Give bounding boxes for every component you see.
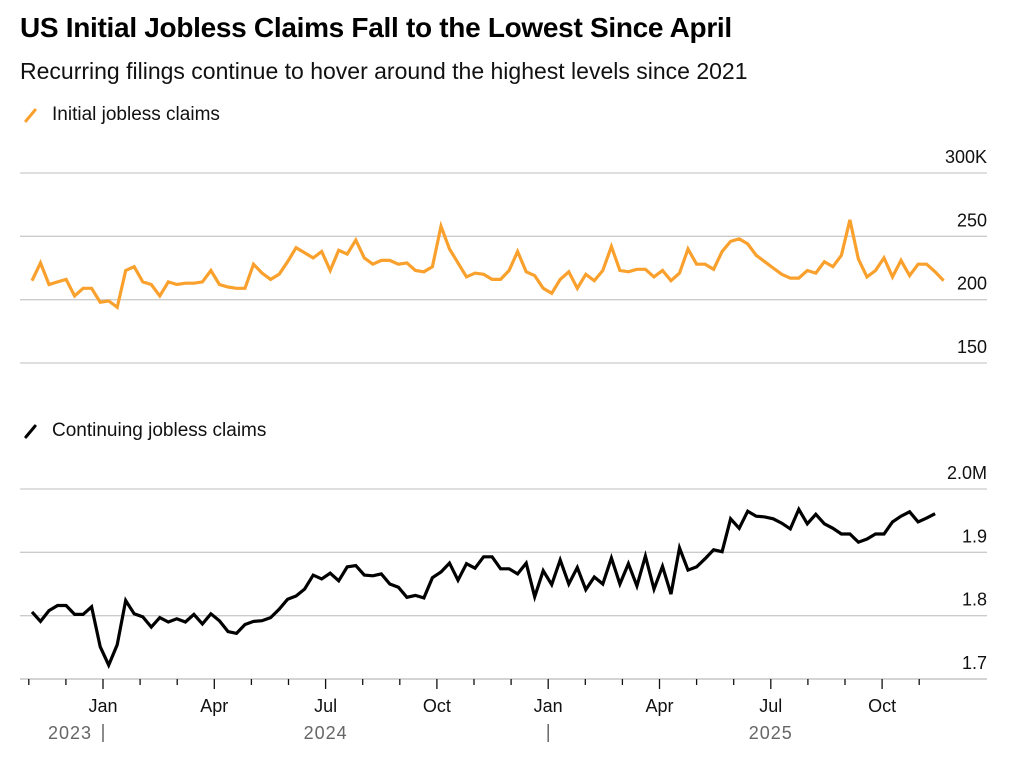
y-tick-label: 150 [957, 337, 987, 357]
y-tick-label: 1.8 [962, 590, 987, 610]
legend-continuing-claims: Continuing jobless claims [22, 420, 266, 442]
continuing-claims-line [30, 505, 936, 670]
x-tick-label: Apr [200, 696, 228, 716]
y-tick-label: 300K [945, 147, 987, 167]
x-tick-label: Jan [88, 696, 117, 716]
year-label: 2025 [749, 723, 793, 743]
initial-claims-panel: 150 200 250 300K [20, 147, 987, 364]
x-tick-label: Jul [314, 696, 337, 716]
chart-title: US Initial Jobless Claims Fall to the Lo… [20, 12, 732, 43]
y-tick-label: 2.0M [947, 463, 987, 483]
legend-label: Initial jobless claims [52, 104, 220, 125]
y-tick-label: 250 [957, 210, 987, 230]
chart-subtitle: Recurring filings continue to hover arou… [20, 58, 748, 84]
y-tick-label: 1.9 [962, 526, 987, 546]
x-tick-label: Oct [868, 696, 896, 716]
year-label: 2024 [304, 723, 348, 743]
legend-label: Continuing jobless claims [52, 420, 267, 441]
x-axis: Jan Apr Jul Oct Jan Apr Jul Oct 2023 2024 2025 [28, 679, 920, 743]
x-tick-label: Jul [759, 696, 782, 716]
legend-initial-claims: Initial jobless claims [22, 104, 220, 126]
y-tick-label: 200 [957, 274, 987, 294]
year-label: 2023 [48, 723, 92, 743]
initial-claims-line [30, 219, 945, 311]
x-tick-label: Jan [534, 696, 563, 716]
x-tick-label: Oct [423, 696, 451, 716]
continuing-claims-panel: 1.7 1.8 1.9 2.0M [20, 463, 987, 680]
y-tick-label: 1.7 [962, 653, 987, 673]
x-tick-label: Apr [645, 696, 673, 716]
